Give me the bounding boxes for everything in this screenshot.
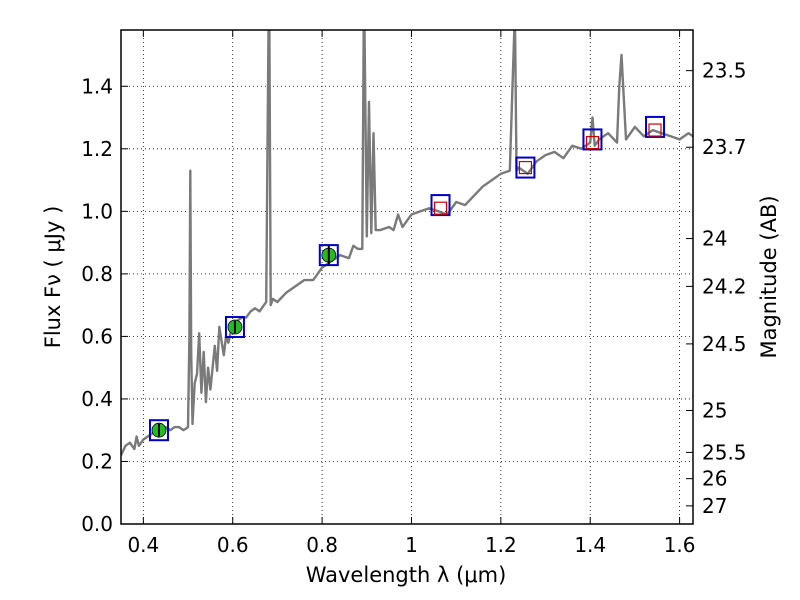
model-photometry-point: [645, 115, 666, 138]
predicted-point: [585, 135, 600, 150]
x-tick-label: 0.8: [306, 533, 338, 557]
plot-area: [121, 30, 693, 456]
y-tick-label: 0.0: [81, 512, 113, 536]
x-tick-label: 0.4: [127, 533, 159, 557]
y-axis-label: Flux Fν ( μJy ): [41, 206, 65, 349]
y-tick-label: 1.4: [81, 74, 113, 98]
y2-tick-label: 23.5: [702, 59, 747, 83]
y2-tick-label: 24: [702, 227, 727, 251]
y-tick-label: 0.4: [81, 387, 113, 411]
predicted-point: [518, 160, 533, 175]
model-photometry-point: [148, 419, 169, 442]
model-photometry-point: [515, 156, 536, 179]
x-axis-label: Wavelength λ (μm): [306, 563, 507, 587]
y2-tick-label: 23.7: [702, 135, 747, 159]
y2-tick-label: 26: [702, 467, 727, 491]
model-photometry-point: [582, 128, 603, 151]
y-tick-label: 0.8: [81, 262, 113, 286]
x-tick-label: 0.6: [217, 533, 249, 557]
model-photometry-point: [430, 194, 451, 217]
y-tick-label: 1.2: [81, 137, 113, 161]
y2-tick-label: 24.5: [702, 332, 747, 356]
predicted-point: [433, 201, 448, 215]
x-tick-label: 1: [405, 533, 418, 557]
x-tick-label: 1.4: [574, 533, 606, 557]
y-tick-label: 0.6: [81, 324, 113, 348]
spectrum-line: [121, 30, 693, 456]
y-tick-label: 1.0: [81, 199, 113, 223]
y2-axis: 23.5 23.7 24 24.2 24.5 25 25.5 26 27: [686, 59, 747, 518]
plot-frame: [120, 29, 694, 525]
x-tick-label: 1.2: [485, 533, 517, 557]
model-photometry-point: [224, 316, 245, 339]
y2-tick-label: 25: [702, 399, 727, 423]
y-axis: 0.0 0.2 0.4 0.6 0.8 1.0 1.2 1.4: [81, 74, 128, 536]
y2-tick-label: 27: [702, 494, 727, 518]
y2-tick-label: 24.2: [702, 274, 747, 298]
predicted-point: [648, 123, 662, 137]
y-tick-label: 0.2: [81, 449, 113, 473]
x-tick-label: 1.6: [664, 533, 696, 557]
x-axis: 0.4 0.6 0.8 1 1.2 1.4 1.6: [127, 30, 696, 557]
model-photometry-point: [318, 244, 339, 267]
y2-tick-label: 25.5: [702, 440, 747, 464]
y2-axis-label: Magnitude (AB): [757, 195, 781, 358]
